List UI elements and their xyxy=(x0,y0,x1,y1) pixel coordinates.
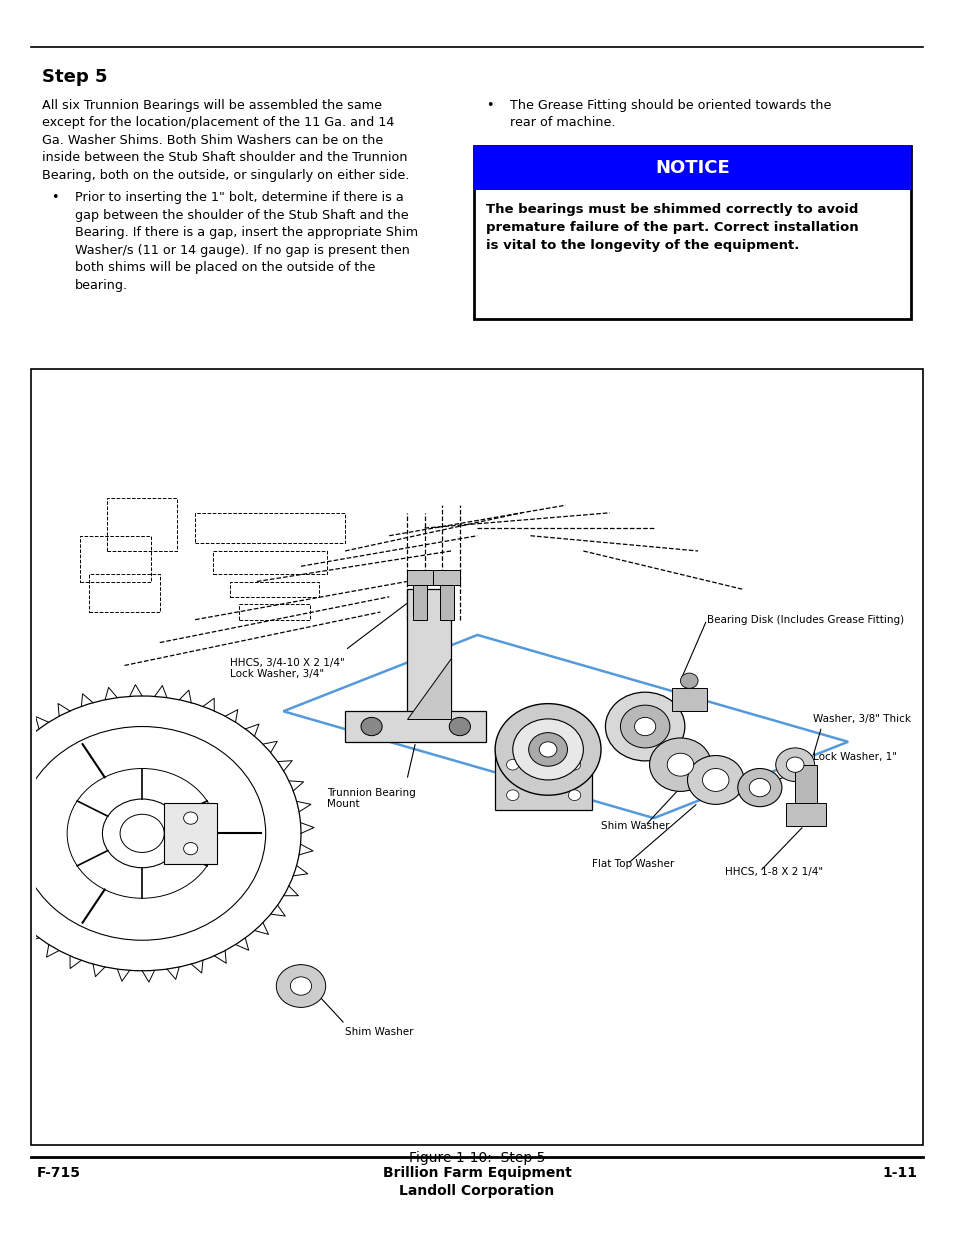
Circle shape xyxy=(506,760,518,771)
Text: The Grease Fitting should be oriented towards the
rear of machine.: The Grease Fitting should be oriented to… xyxy=(510,99,831,130)
Bar xyxy=(474,146,910,190)
Text: Flat Top Washer: Flat Top Washer xyxy=(592,858,674,869)
Circle shape xyxy=(449,718,470,736)
Circle shape xyxy=(701,768,728,792)
Circle shape xyxy=(785,757,803,772)
Circle shape xyxy=(775,748,814,782)
Text: Washer, 3/8" Thick: Washer, 3/8" Thick xyxy=(812,714,910,724)
Text: Lock Washer, 1": Lock Washer, 1" xyxy=(812,752,896,762)
Circle shape xyxy=(360,718,382,736)
Text: F-715: F-715 xyxy=(36,1166,80,1179)
Circle shape xyxy=(513,719,583,781)
Bar xyxy=(785,803,825,826)
Text: •: • xyxy=(51,191,59,205)
Circle shape xyxy=(568,790,580,800)
Circle shape xyxy=(605,692,684,761)
Bar xyxy=(164,803,217,864)
Text: NOTICE: NOTICE xyxy=(655,159,729,177)
Circle shape xyxy=(290,977,312,995)
Circle shape xyxy=(276,965,325,1008)
Text: Trunnion Bearing
Mount: Trunnion Bearing Mount xyxy=(327,788,416,809)
Text: HHCS, 1-8 X 2 1/4": HHCS, 1-8 X 2 1/4" xyxy=(724,867,821,877)
Bar xyxy=(345,711,486,742)
Bar xyxy=(407,589,451,719)
Circle shape xyxy=(634,718,655,736)
Bar xyxy=(474,146,910,319)
Bar xyxy=(433,571,459,585)
Circle shape xyxy=(649,739,711,792)
Circle shape xyxy=(506,790,518,800)
Bar xyxy=(495,750,592,810)
Text: All six Trunnion Bearings will be assembled the same
except for the location/pla: All six Trunnion Bearings will be assemb… xyxy=(42,99,409,182)
Circle shape xyxy=(748,778,770,797)
Text: Step 5: Step 5 xyxy=(42,68,108,86)
Circle shape xyxy=(687,756,743,804)
Bar xyxy=(671,688,706,711)
Text: Brillion Farm Equipment
Landoll Corporation: Brillion Farm Equipment Landoll Corporat… xyxy=(382,1166,571,1198)
Circle shape xyxy=(666,753,693,776)
Text: Bearing Disk (Includes Grease Fitting): Bearing Disk (Includes Grease Fitting) xyxy=(706,615,903,625)
Circle shape xyxy=(679,673,698,688)
Text: HHCS, 3/4-10 X 2 1/4"
Lock Washer, 3/4": HHCS, 3/4-10 X 2 1/4" Lock Washer, 3/4" xyxy=(231,658,345,679)
Bar xyxy=(439,582,454,620)
Bar xyxy=(407,571,433,585)
Circle shape xyxy=(619,705,669,748)
Circle shape xyxy=(183,842,197,855)
Bar xyxy=(795,764,817,810)
Circle shape xyxy=(495,704,600,795)
Bar xyxy=(413,582,427,620)
Text: •: • xyxy=(486,167,494,180)
Circle shape xyxy=(183,811,197,824)
Text: Prior to inserting the 1" bolt, determine if there is a
gap between the shoulder: Prior to inserting the 1" bolt, determin… xyxy=(75,191,418,291)
Circle shape xyxy=(538,742,557,757)
Circle shape xyxy=(737,768,781,806)
Text: The bearings must be shimmed correctly to avoid
premature failure of the part. C: The bearings must be shimmed correctly t… xyxy=(485,203,858,252)
Circle shape xyxy=(568,760,580,771)
Text: Figure 1-10:  Step 5: Figure 1-10: Step 5 xyxy=(409,1151,544,1165)
Circle shape xyxy=(528,732,567,766)
Text: 1-11: 1-11 xyxy=(882,1166,917,1179)
Text: Shim Washer: Shim Washer xyxy=(345,1026,414,1037)
Text: •: • xyxy=(486,99,494,112)
Text: Tighten to specification in Torque Chart located on
page 1-13.: Tighten to specification in Torque Chart… xyxy=(510,167,833,198)
Text: Shim Washer: Shim Washer xyxy=(600,821,669,831)
Polygon shape xyxy=(407,658,451,719)
Bar xyxy=(31,369,923,1145)
